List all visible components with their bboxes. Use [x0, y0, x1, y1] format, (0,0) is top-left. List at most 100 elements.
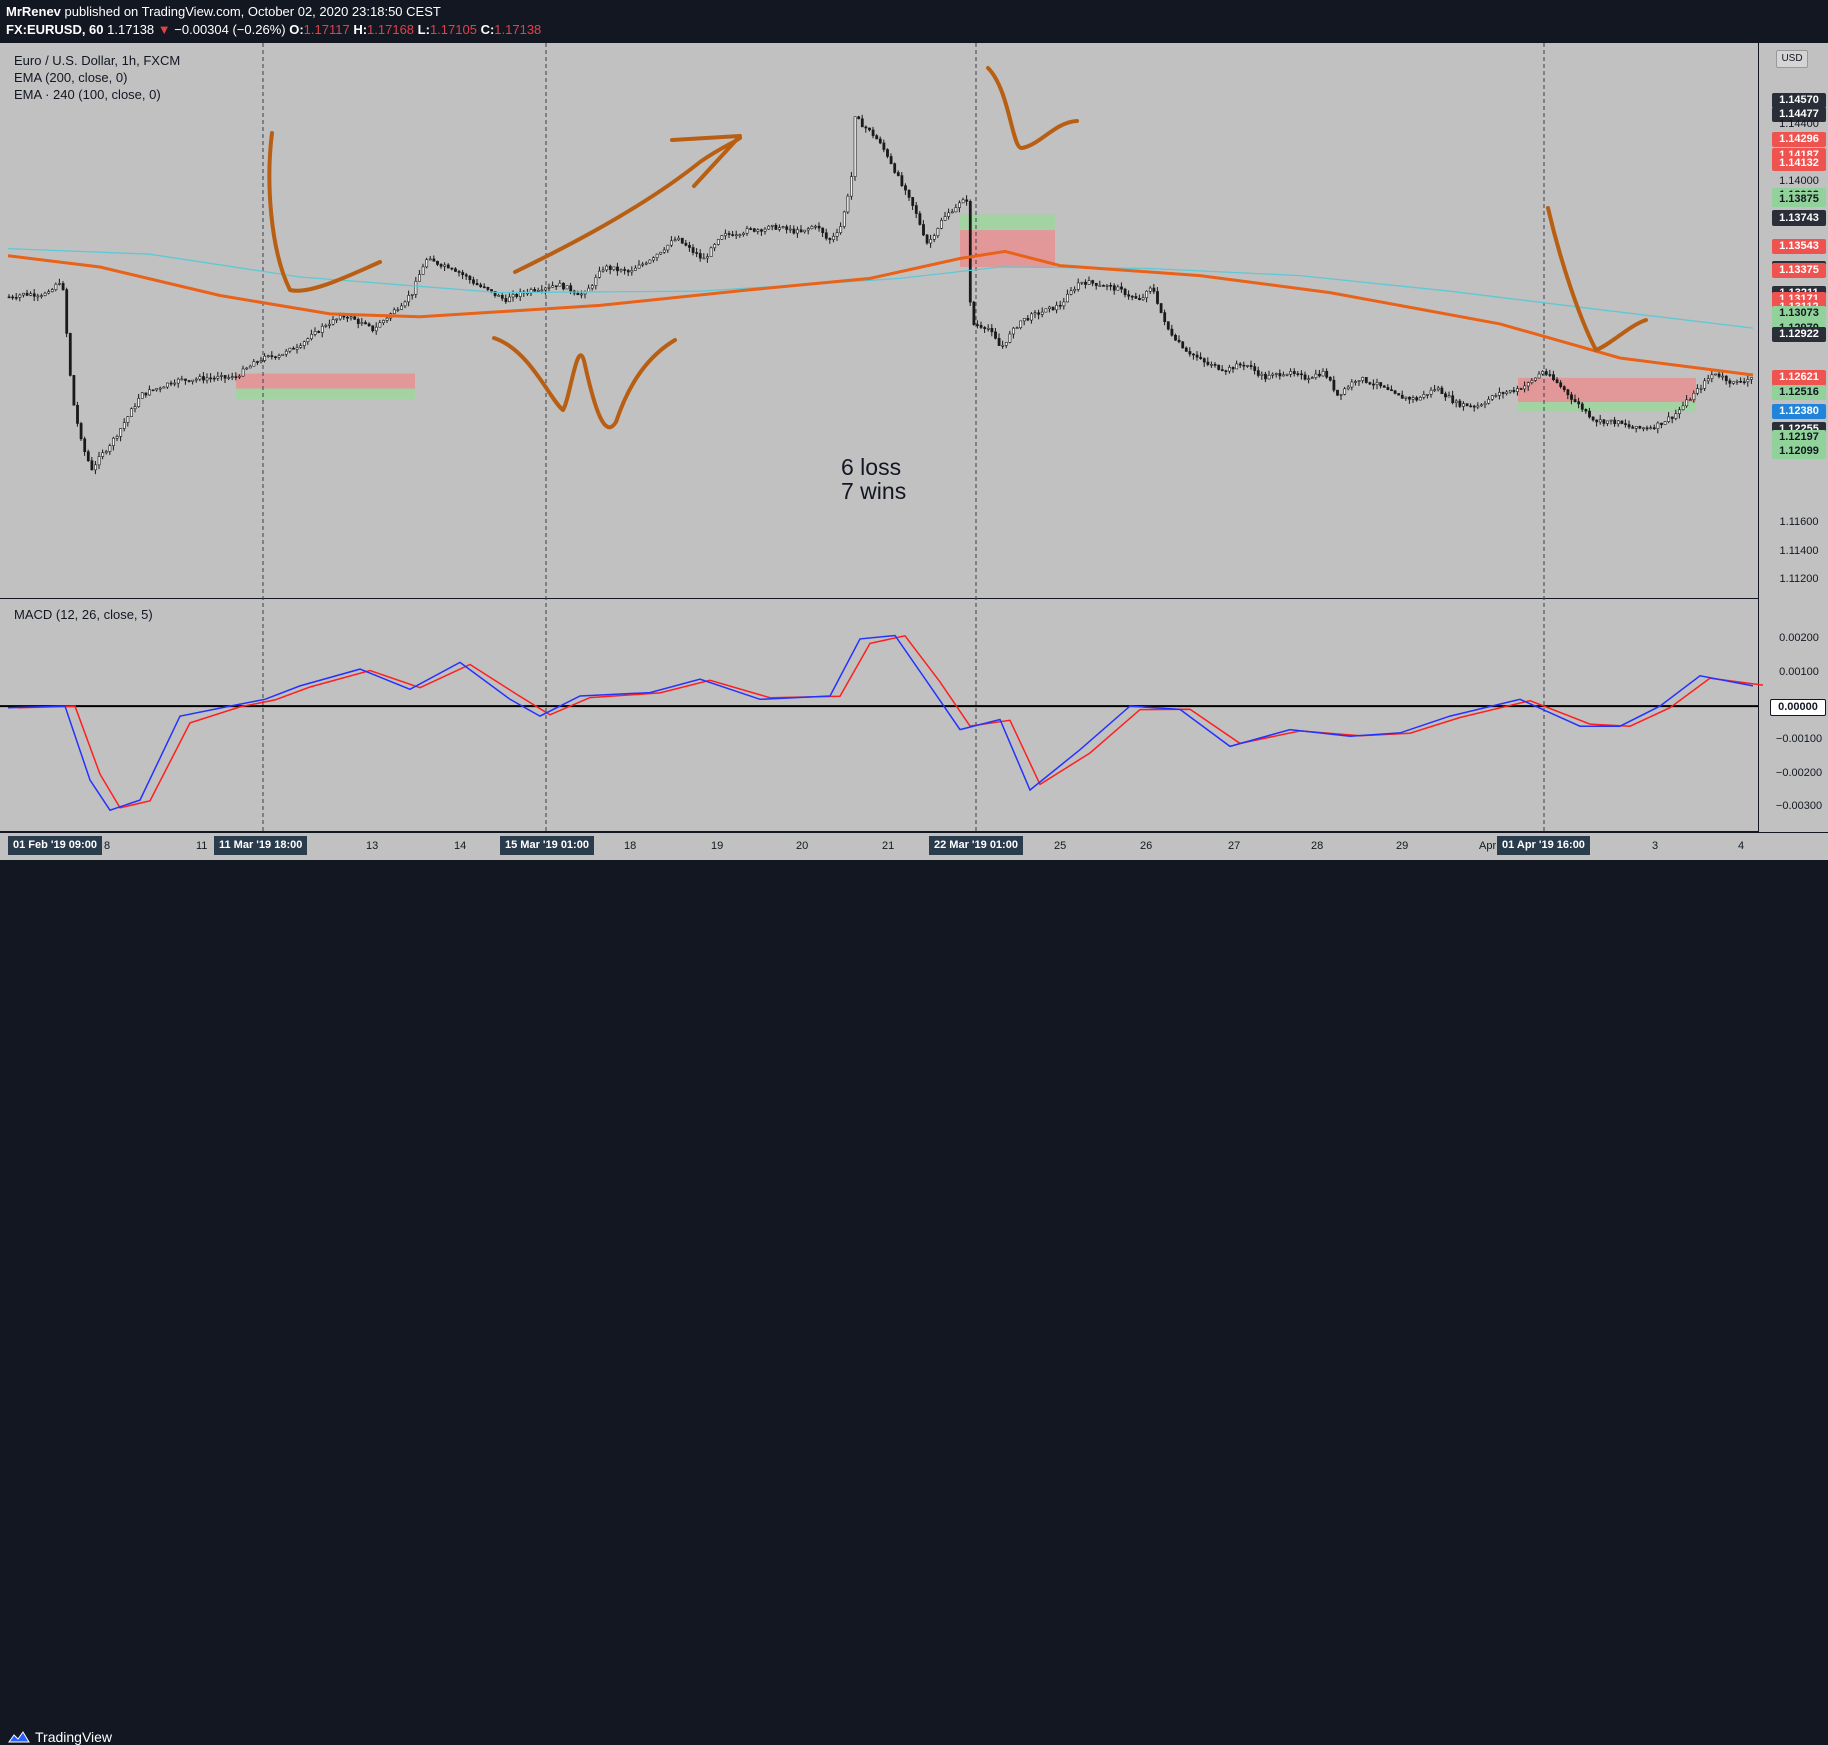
candle-body	[367, 323, 371, 327]
brand-logo[interactable]: TradingView	[8, 1729, 112, 1745]
price-tick-label: 1.11200	[1779, 573, 1819, 586]
price-tag: 1.12922	[1772, 327, 1826, 343]
author-name[interactable]: MrRenev	[6, 4, 61, 19]
loss-zone	[1518, 377, 1696, 403]
candle-body	[835, 232, 839, 237]
candle-body	[1120, 286, 1123, 290]
candle-body	[612, 266, 616, 270]
candle-body	[1699, 388, 1703, 390]
candle-body	[209, 377, 213, 380]
candle-body	[1256, 370, 1260, 376]
candle-body	[1274, 373, 1278, 375]
candle-body	[1649, 427, 1653, 430]
candle-body	[742, 232, 745, 235]
candle-body	[1634, 426, 1638, 429]
freehand-stroke	[492, 336, 677, 430]
pane-separator[interactable]	[0, 598, 1758, 599]
candle-body	[439, 264, 443, 267]
candle-body	[1310, 377, 1314, 379]
legend-title[interactable]: Euro / U.S. Dollar, 1h, FXCM	[14, 53, 181, 68]
candle-body	[115, 436, 119, 439]
candle-body	[803, 229, 807, 233]
candle-body	[414, 280, 418, 295]
candle-body	[1462, 403, 1465, 407]
candle-body	[1033, 312, 1037, 315]
currency-button[interactable]: USD	[1776, 50, 1808, 68]
candle-body	[587, 287, 591, 293]
candle-body	[1663, 421, 1667, 425]
candle-body	[1325, 370, 1329, 378]
candle-body	[1307, 378, 1311, 380]
candle-body	[799, 229, 803, 233]
candle-body	[1541, 371, 1545, 375]
candle-body	[1138, 298, 1141, 300]
candle-body	[893, 163, 897, 173]
candle-body	[11, 296, 15, 299]
candle-body	[1620, 420, 1624, 424]
candle-body	[198, 376, 202, 380]
candle-body	[824, 232, 828, 239]
open-label: O:	[289, 22, 304, 37]
candle-body	[1696, 388, 1699, 394]
candle-body	[1188, 351, 1192, 355]
candle-body	[468, 275, 472, 281]
candle-body	[1710, 374, 1714, 379]
candle-body	[1595, 419, 1599, 423]
candle-body	[900, 175, 904, 186]
candle-body	[22, 292, 25, 296]
candle-body	[432, 258, 436, 262]
candle-body	[1102, 285, 1105, 287]
candle-body	[94, 464, 97, 471]
candle-body	[1379, 382, 1383, 387]
candle-body	[1681, 405, 1685, 411]
candle-body	[1703, 380, 1707, 389]
candle-body	[101, 452, 105, 457]
candle-body	[256, 361, 259, 363]
candle-body	[1332, 379, 1336, 391]
candle-body	[540, 289, 544, 292]
legend-ema-200[interactable]: EMA (200, close, 0)	[14, 70, 128, 85]
main-legend: Euro / U.S. Dollar, 1h, FXCM EMA (200, c…	[14, 52, 180, 103]
candle-body	[1343, 388, 1347, 395]
candle-body	[565, 285, 569, 290]
candle-body	[936, 227, 940, 236]
candle-body	[1739, 380, 1743, 383]
candle-body	[1148, 287, 1152, 292]
candle-body	[338, 315, 342, 320]
time-tick-label: 18	[624, 840, 637, 852]
candle-body	[310, 334, 313, 339]
candle-body	[1040, 311, 1044, 315]
candle-body	[313, 331, 317, 335]
candle-body	[1498, 392, 1501, 396]
loss-zone	[236, 373, 415, 389]
candle-body	[626, 270, 630, 273]
time-tick-label: 11	[196, 840, 208, 852]
candle-body	[1228, 367, 1231, 372]
macd-legend[interactable]: MACD (12, 26, close, 5)	[14, 607, 153, 622]
candle-body	[266, 355, 270, 357]
legend-ema-240[interactable]: EMA · 240 (100, close, 0)	[14, 87, 161, 102]
ohlc-line: FX:EURUSD, 60 1.17138 ▼ −0.00304 (−0.26%…	[6, 22, 541, 37]
candle-body	[1109, 285, 1113, 287]
candle-body	[1076, 282, 1080, 290]
candle-body	[1444, 393, 1447, 398]
freehand-stroke	[986, 66, 1079, 150]
candle-body	[1019, 320, 1023, 328]
candle-body	[619, 269, 623, 272]
candle-body	[882, 142, 886, 150]
candle-body	[1220, 369, 1224, 372]
candle-body	[1526, 382, 1530, 387]
annotation-text[interactable]: 6 loss 7 wins	[841, 455, 906, 503]
candle-body	[652, 257, 655, 261]
candle-body	[796, 229, 799, 234]
candle-body	[1030, 313, 1033, 321]
price-pane[interactable]	[0, 43, 1758, 598]
time-tick-label: 3	[1652, 840, 1659, 852]
candle-body	[983, 327, 987, 329]
candle-body	[511, 293, 515, 298]
candle-body	[767, 225, 771, 230]
price-tag: 1.13543	[1772, 239, 1826, 255]
candle-body	[108, 445, 112, 452]
candle-body	[1141, 297, 1145, 300]
candle-body	[486, 286, 490, 290]
